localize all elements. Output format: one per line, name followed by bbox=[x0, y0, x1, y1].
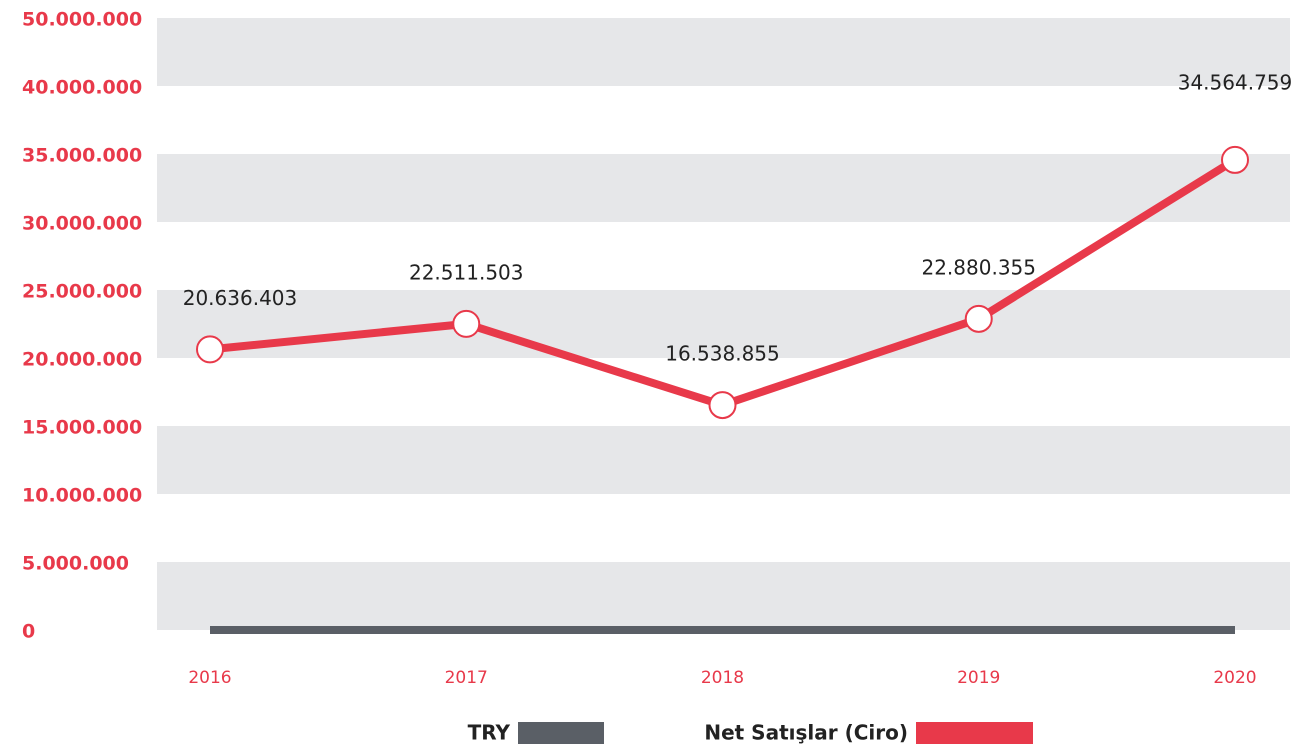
point bbox=[1221, 145, 1249, 174]
grid-band bbox=[157, 18, 1290, 86]
y-tick-label: 15.000.000 bbox=[22, 417, 142, 439]
grid-band bbox=[157, 290, 1290, 358]
x-tick-label: 2017 bbox=[445, 668, 488, 688]
y-tick-label: 20.000.000 bbox=[22, 349, 142, 371]
point bbox=[452, 309, 481, 338]
y-tick-label: 50.000.000 bbox=[22, 9, 142, 31]
data-label: 22.511.503 bbox=[409, 260, 524, 284]
x-tick-label: 2016 bbox=[188, 668, 231, 688]
y-tick-label: 35.000.000 bbox=[22, 145, 142, 167]
x-tick-label: 2020 bbox=[1213, 668, 1256, 688]
y-tick-label: 40.000.000 bbox=[22, 77, 142, 99]
grid-band bbox=[157, 154, 1290, 222]
point bbox=[964, 304, 993, 333]
y-tick-label: 10.000.000 bbox=[22, 485, 142, 507]
y-tick-label: 30.000.000 bbox=[22, 213, 142, 235]
grid-band bbox=[157, 562, 1290, 630]
y-tick-label: 25.000.000 bbox=[22, 281, 142, 303]
x-tick-label: 2019 bbox=[957, 668, 1000, 688]
data-label: 20.636.403 bbox=[183, 286, 298, 310]
y-tick-label: 0 bbox=[22, 621, 35, 643]
legend-swatch bbox=[916, 722, 1033, 744]
y-tick-label: 5.000.000 bbox=[22, 553, 129, 575]
grid-band bbox=[157, 426, 1290, 494]
data-label: 34.564.759 bbox=[1178, 70, 1293, 94]
legend-label: TRY bbox=[468, 721, 511, 745]
legend-swatch bbox=[518, 722, 604, 744]
data-label: 22.880.355 bbox=[921, 255, 1036, 279]
x-tick-label: 2018 bbox=[701, 668, 744, 688]
data-label: 16.538.855 bbox=[665, 342, 780, 366]
point bbox=[196, 335, 224, 364]
point bbox=[708, 391, 737, 420]
legend-label: Net Satışlar (Ciro) bbox=[704, 721, 908, 745]
